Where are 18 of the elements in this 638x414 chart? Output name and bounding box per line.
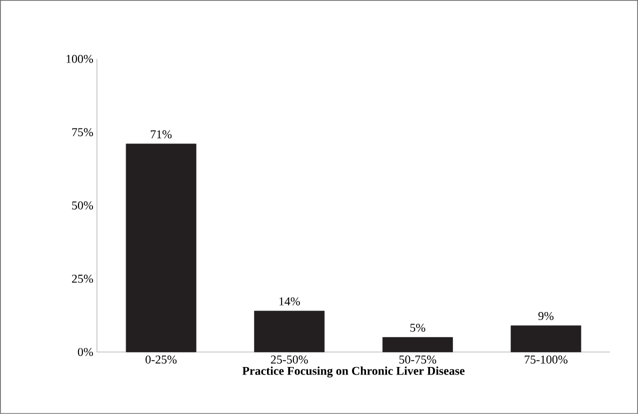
x-tick-label: 0-25% [146, 356, 177, 364]
x-tick-label: 25-50% [270, 356, 308, 364]
data-label: 14% [279, 297, 300, 306]
data-label: 5% [410, 324, 426, 332]
bar [126, 144, 196, 352]
data-label: 9% [538, 312, 554, 320]
bar [382, 337, 453, 352]
x-tick-label: 75-100% [524, 356, 568, 364]
y-tick-label: 100% [66, 54, 94, 63]
bar [510, 325, 582, 352]
y-tick-label: 0% [78, 348, 94, 356]
y-tick-label: 50% [72, 201, 94, 210]
y-tick-label: 25% [72, 274, 94, 283]
bar [254, 310, 325, 352]
x-axis-title: Practice Focusing on Chronic Liver Disease [242, 366, 465, 378]
data-label: 71% [150, 130, 172, 138]
y-tick-label: 75% [72, 128, 94, 136]
x-tick-label: 50-75% [399, 356, 436, 364]
